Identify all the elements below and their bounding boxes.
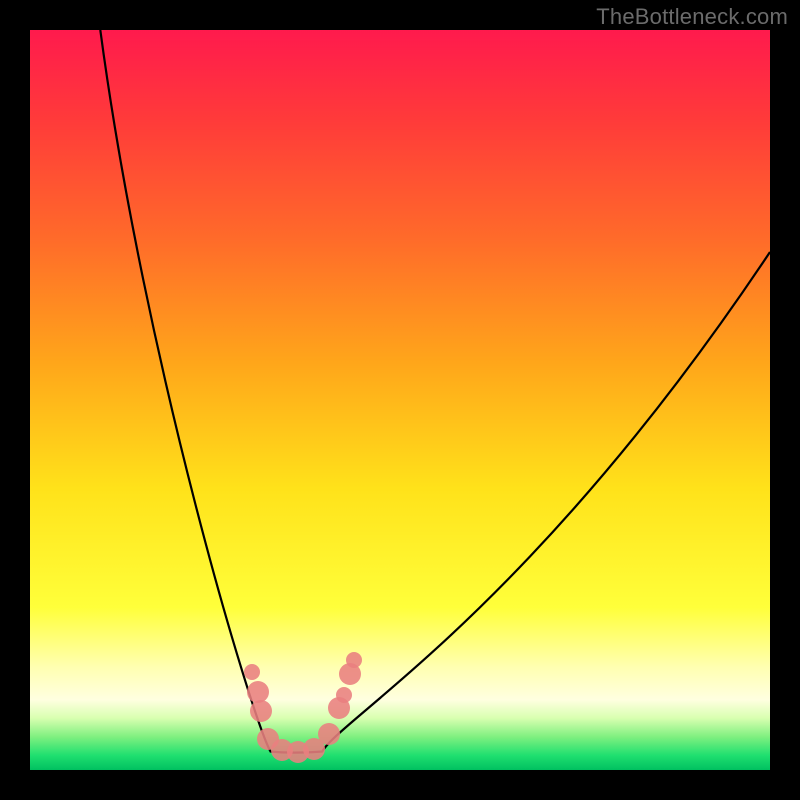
curve-marker xyxy=(336,687,352,703)
watermark-text: TheBottleneck.com xyxy=(596,4,788,30)
curve-marker xyxy=(250,700,272,722)
curve-marker xyxy=(318,723,340,745)
curve-marker xyxy=(346,652,362,668)
curve-marker xyxy=(244,664,260,680)
chart-markers-layer xyxy=(30,30,770,770)
chart-plot-area xyxy=(30,30,770,770)
canvas-root: TheBottleneck.com xyxy=(0,0,800,800)
